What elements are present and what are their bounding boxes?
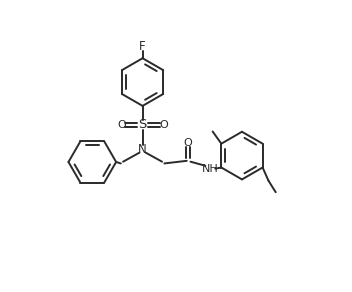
Text: N: N [138, 143, 147, 156]
Text: F: F [139, 40, 146, 53]
Text: NH: NH [202, 164, 218, 174]
Text: S: S [138, 118, 147, 131]
Text: O: O [117, 120, 126, 130]
Text: O: O [159, 120, 168, 130]
Text: O: O [184, 138, 193, 148]
